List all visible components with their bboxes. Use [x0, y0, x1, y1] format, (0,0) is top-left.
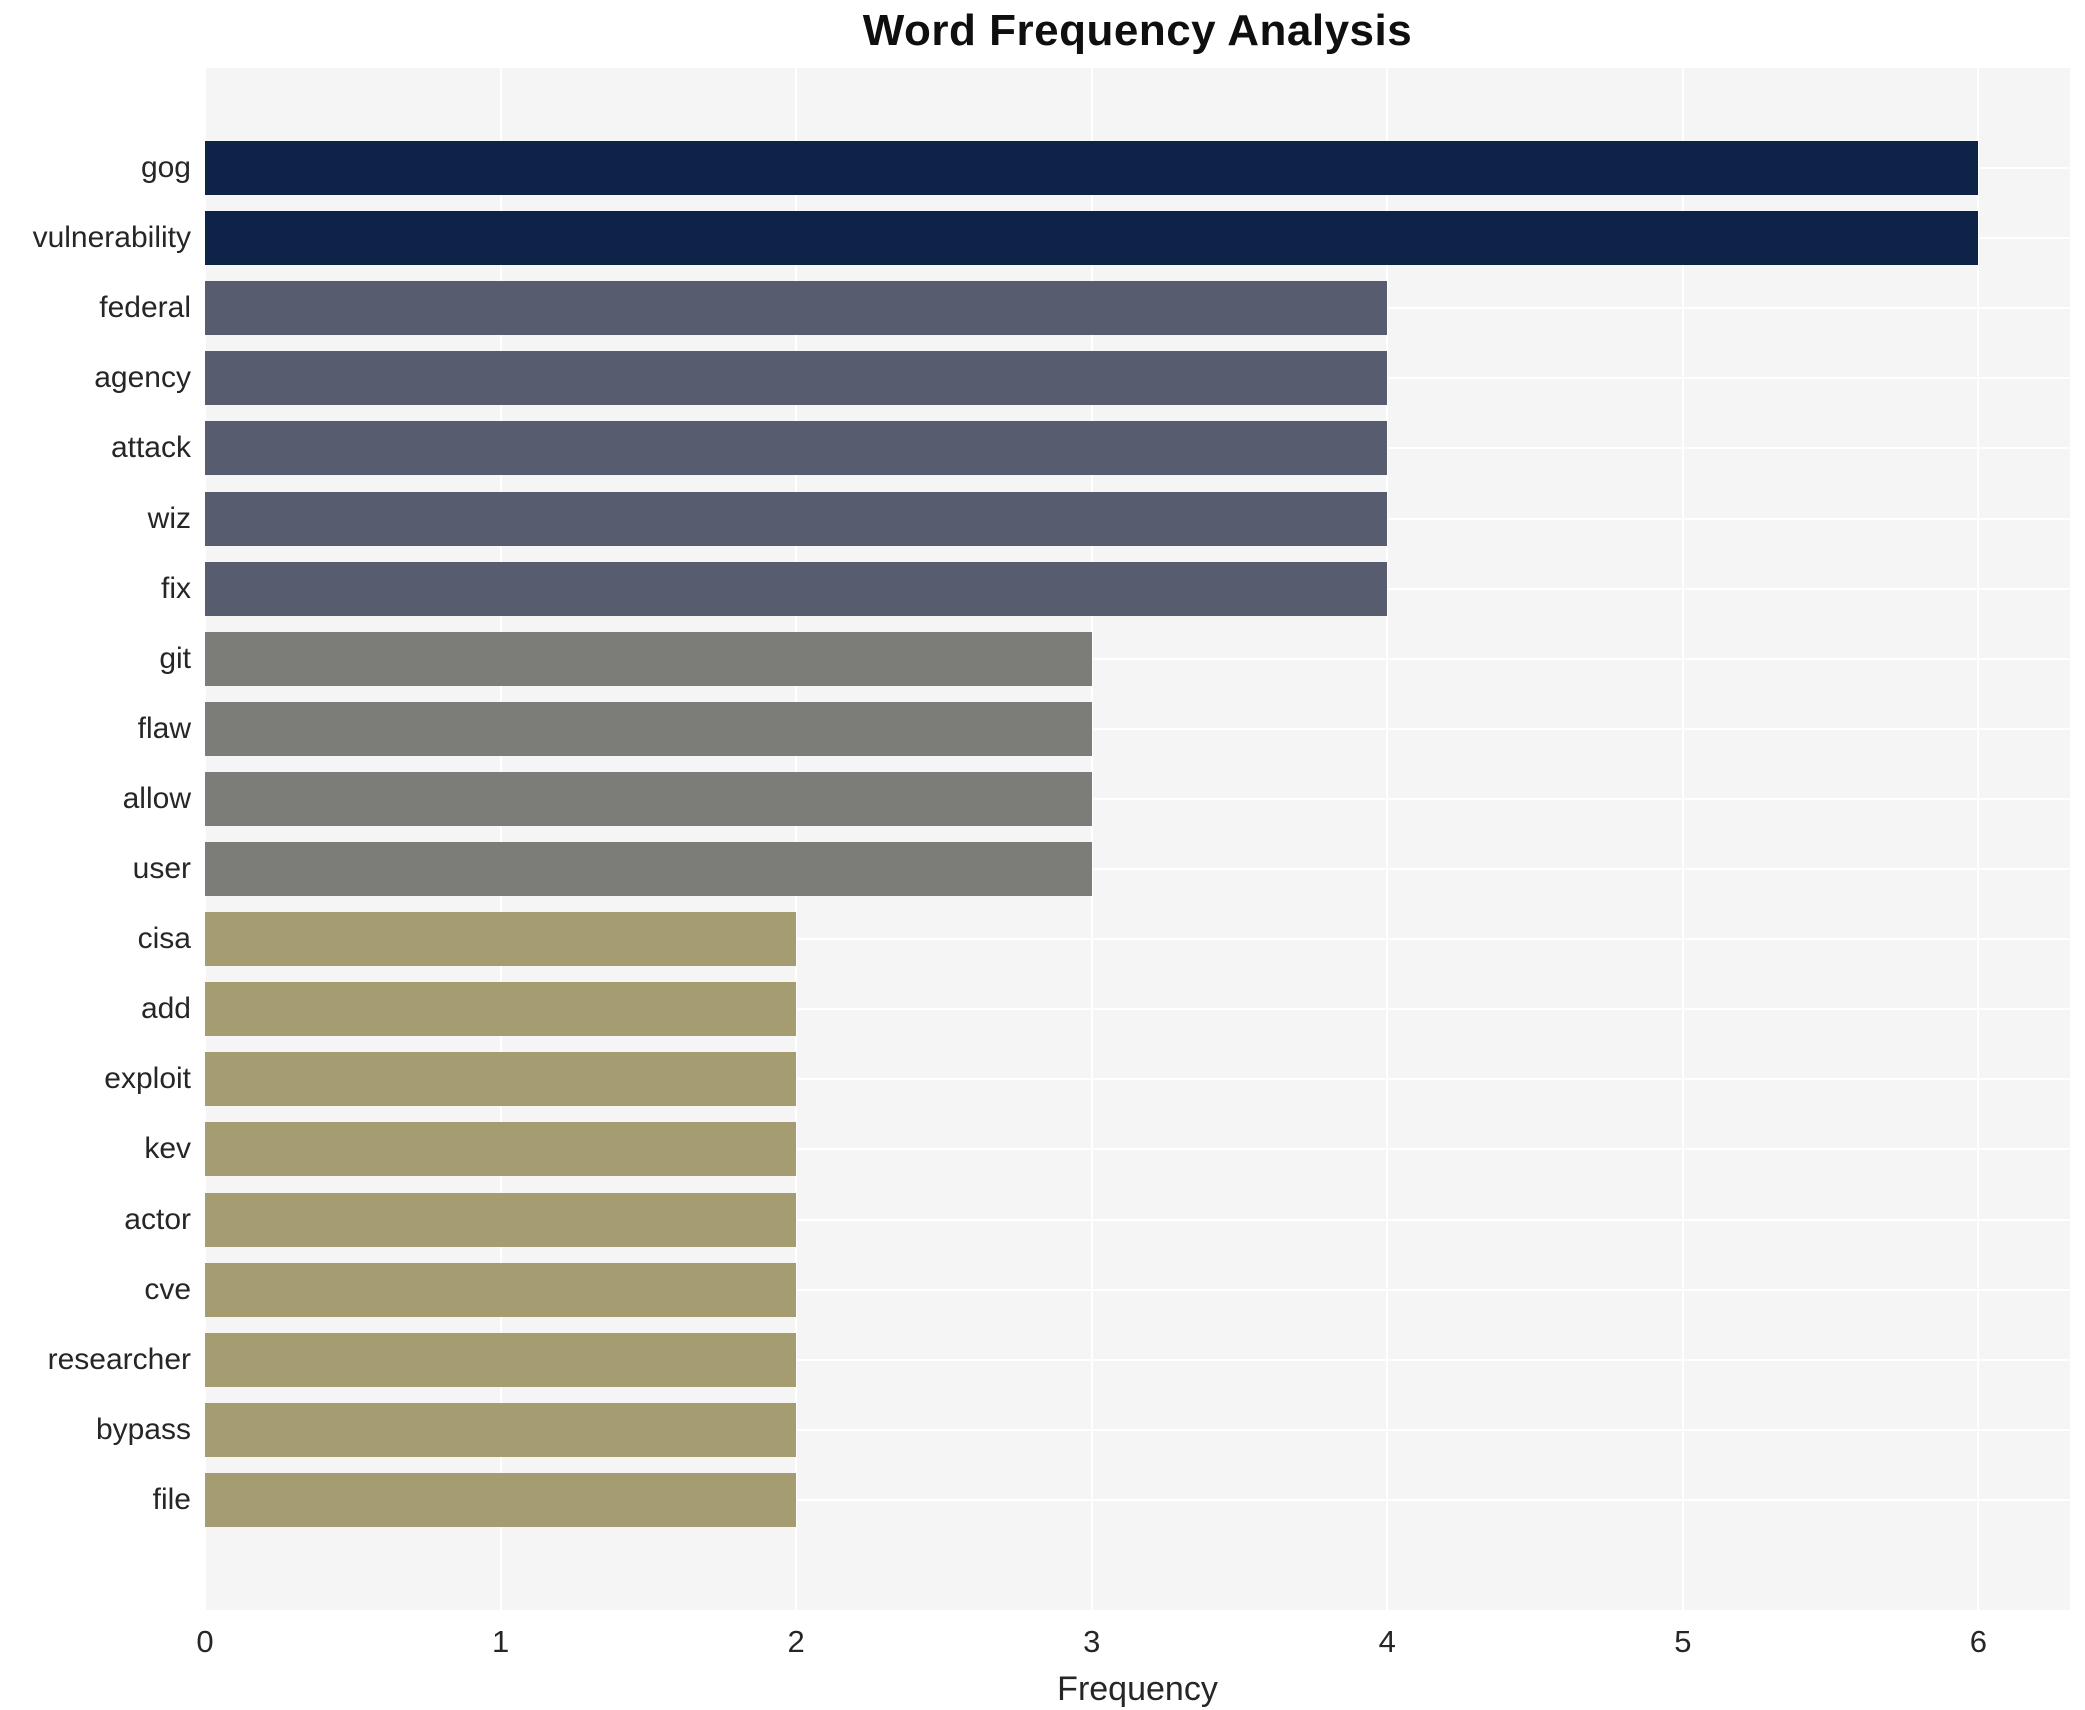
horizontal-gridline: [205, 1148, 2070, 1151]
y-label-add: add: [140, 992, 191, 1026]
horizontal-gridline: [205, 1288, 2070, 1291]
y-label-wiz: wiz: [147, 501, 191, 535]
chart-title: Word Frequency Analysis: [862, 6, 1413, 55]
horizontal-gridline: [205, 1428, 2070, 1431]
y-label-allow: allow: [122, 781, 191, 815]
x-tick-3: 3: [1083, 1624, 1101, 1659]
horizontal-gridline: [205, 797, 2070, 800]
y-label-researcher: researcher: [47, 1342, 191, 1376]
bar-vulnerability: [205, 211, 1979, 266]
bar-user: [205, 842, 1092, 896]
bar-git: [205, 631, 1092, 686]
x-tick-1: 1: [491, 1624, 510, 1659]
vertical-gridline: [204, 68, 206, 1610]
bar-cisa: [205, 912, 797, 967]
x-tick-2: 2: [787, 1624, 805, 1659]
y-label-bypass: bypass: [95, 1412, 191, 1446]
vertical-gridline: [1386, 68, 1389, 1610]
horizontal-gridline: [205, 1008, 2070, 1011]
bar-flaw: [205, 701, 1092, 756]
bar-actor: [205, 1192, 797, 1247]
y-label-kev: kev: [144, 1132, 191, 1166]
y-label-gog: gog: [140, 151, 191, 184]
vertical-gridline: [1090, 68, 1093, 1610]
vertical-gridline: [1977, 68, 1980, 1610]
x-tick-5: 5: [1674, 1624, 1692, 1659]
bar-gog: [205, 141, 1979, 195]
x-tick-6: 6: [1969, 1624, 1987, 1659]
bar-allow: [205, 771, 1092, 826]
bar-exploit: [205, 1052, 797, 1107]
x-tick-4: 4: [1378, 1624, 1396, 1659]
horizontal-gridline: [205, 1218, 2070, 1221]
bar-agency: [205, 351, 1388, 406]
bar-fix: [205, 561, 1388, 616]
bar-wiz: [205, 491, 1388, 546]
y-label-exploit: exploit: [104, 1062, 191, 1096]
horizontal-gridline: [205, 1358, 2070, 1361]
bar-file: [205, 1472, 797, 1527]
y-label-file: file: [152, 1482, 191, 1516]
y-label-user: user: [132, 852, 191, 885]
y-label-attack: attack: [110, 431, 191, 465]
y-label-federal: federal: [99, 291, 191, 325]
bar-federal: [205, 281, 1388, 336]
y-label-fix: fix: [161, 571, 191, 605]
bar-kev: [205, 1122, 797, 1177]
horizontal-gridline: [205, 868, 2070, 870]
bar-researcher: [205, 1332, 797, 1387]
plot-area: [204, 68, 2070, 1610]
y-label-actor: actor: [124, 1202, 191, 1236]
vertical-gridline: [795, 68, 798, 1610]
horizontal-gridline: [205, 657, 2070, 660]
horizontal-gridline: [205, 938, 2070, 941]
vertical-gridline: [1681, 68, 1684, 1610]
y-label-flaw: flaw: [137, 711, 191, 745]
y-label-cve: cve: [144, 1272, 191, 1306]
bar-add: [205, 982, 797, 1037]
bar-cve: [205, 1262, 797, 1317]
horizontal-gridline: [205, 1078, 2070, 1081]
horizontal-gridline: [205, 727, 2070, 730]
y-label-cisa: cisa: [137, 922, 191, 956]
bar-attack: [205, 421, 1388, 476]
bar-bypass: [205, 1402, 797, 1457]
y-label-git: git: [159, 641, 191, 675]
y-label-agency: agency: [94, 361, 191, 395]
x-tick-0: 0: [196, 1624, 214, 1659]
vertical-gridline: [499, 68, 502, 1610]
horizontal-gridline: [205, 1498, 2070, 1501]
x-axis-label: Frequency: [1057, 1670, 1218, 1708]
y-label-vulnerability: vulnerability: [32, 221, 191, 255]
